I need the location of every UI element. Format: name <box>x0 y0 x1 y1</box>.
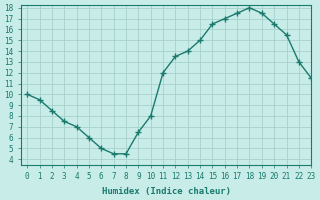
X-axis label: Humidex (Indice chaleur): Humidex (Indice chaleur) <box>102 187 231 196</box>
